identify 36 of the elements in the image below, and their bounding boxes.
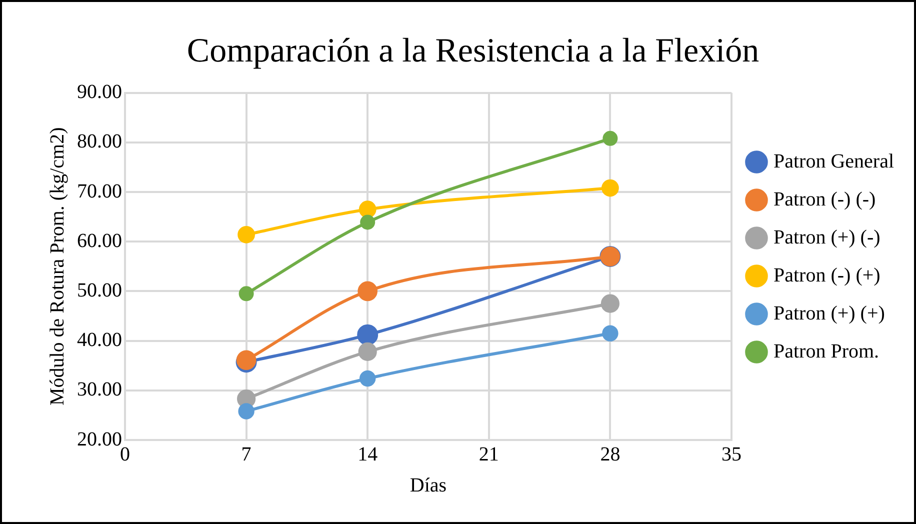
point	[600, 294, 620, 313]
point	[602, 130, 618, 146]
point	[358, 200, 376, 218]
x-tick-label: 14	[358, 443, 378, 466]
point	[359, 370, 376, 387]
legend-label: Patron (+) (-)	[773, 226, 880, 248]
legend-label: Patron General	[773, 150, 894, 172]
legend-label: Patron (-) (-)	[773, 188, 876, 210]
y-tick-label: 80.00	[77, 130, 122, 153]
x-tick-label: 28	[600, 443, 620, 466]
point	[358, 281, 378, 302]
x-tick-label: 21	[478, 443, 499, 466]
point	[601, 179, 619, 197]
x-axis-title: Días	[410, 474, 447, 496]
point	[238, 403, 254, 420]
y-tick-label: 30.00	[77, 378, 122, 401]
point	[358, 342, 377, 362]
y-tick-label: 90.00	[77, 81, 122, 104]
legend-label: Patron (-) (+)	[773, 264, 880, 286]
x-tick-label: 7	[241, 443, 252, 466]
point	[602, 325, 618, 342]
y-tick-label: 70.00	[77, 180, 122, 202]
point	[238, 226, 255, 244]
legend-label: Patron Prom.	[773, 340, 880, 362]
legend-label: Patron (+) (+)	[773, 302, 885, 324]
y-tick-label: 50.00	[77, 279, 122, 302]
point	[357, 324, 378, 346]
y-axis-title: Módulo de Rotura Prom. (kg/cm2)	[46, 127, 68, 406]
point	[238, 286, 254, 302]
y-tick-label: 60.00	[77, 230, 122, 252]
point	[360, 214, 376, 230]
y-tick-label: 20.00	[77, 428, 122, 450]
y-tick-label: 40.00	[77, 329, 122, 352]
chart-title: Comparación a la Resistencia a la Flexión	[186, 32, 760, 70]
x-tick-label: 0	[120, 443, 130, 466]
x-tick-label: 35	[721, 443, 742, 466]
